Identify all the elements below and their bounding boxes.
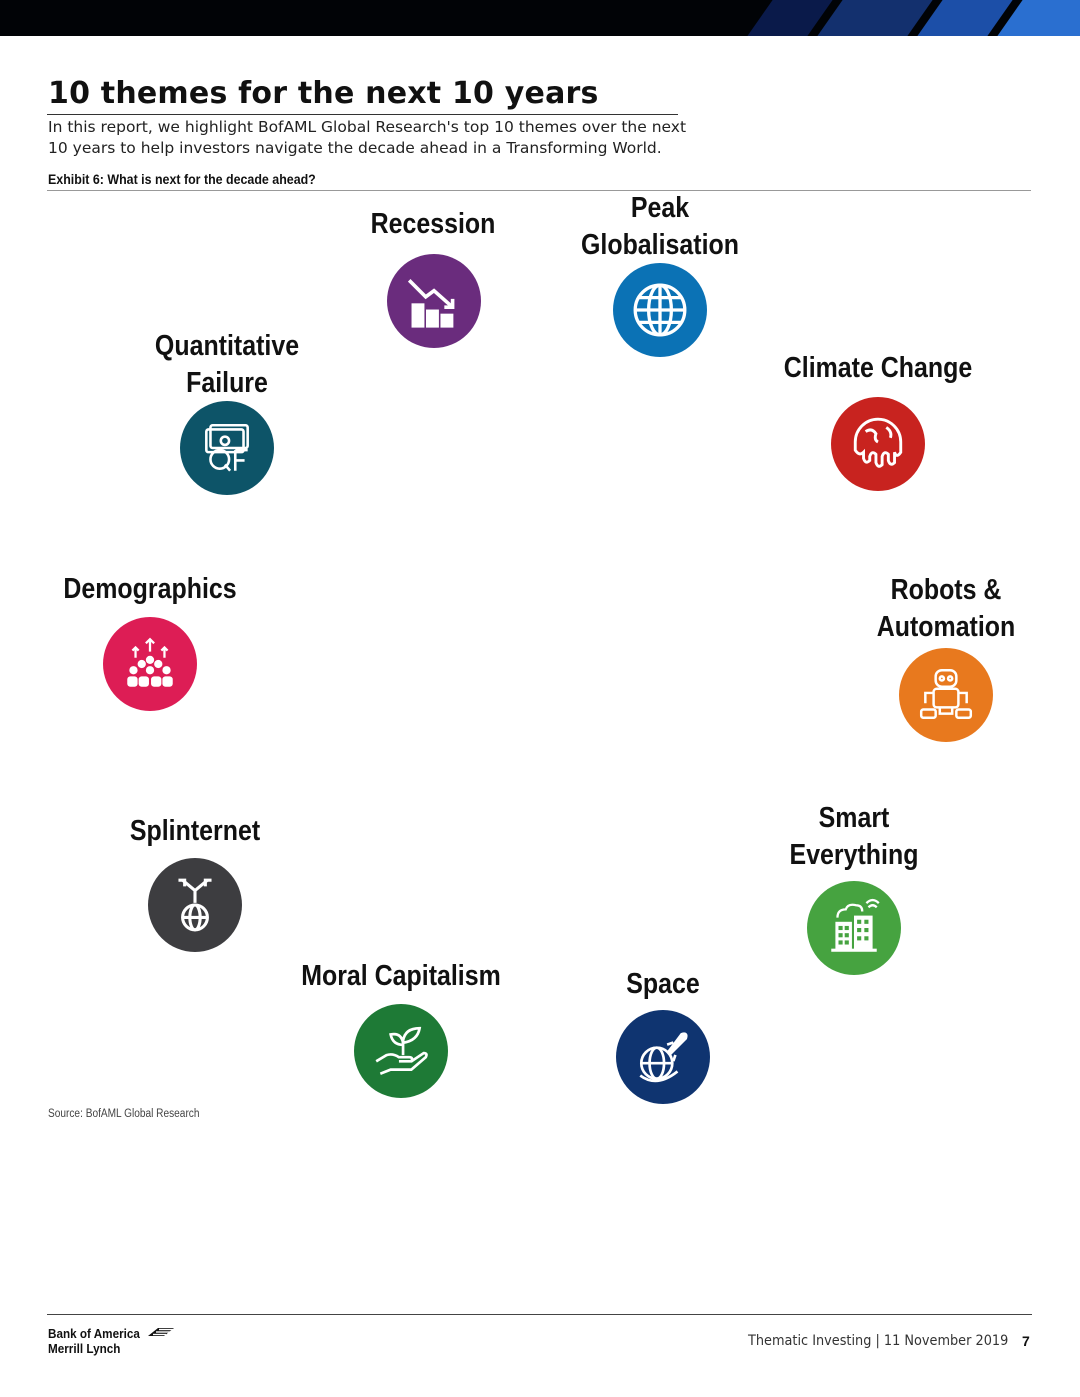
theme-label: Climate Change (783, 352, 973, 384)
theme-smart-everything: Smart Everything (744, 800, 964, 874)
crowd-icon (103, 617, 197, 711)
theme-label: Moral Capitalism (301, 960, 501, 992)
theme-demographics: Demographics (40, 571, 260, 608)
rocket-globe-icon (616, 1010, 710, 1104)
exhibit-divider (47, 190, 1031, 191)
globe-icon (613, 263, 707, 357)
theme-quantitative-failure: Quantitative Failure (117, 328, 337, 402)
footer-divider (47, 1314, 1032, 1315)
report-info: Thematic Investing | 11 November 2019 (748, 1333, 1009, 1349)
intro-paragraph: In this report, we highlight BofAML Glob… (48, 118, 687, 157)
logo-line-1: Bank of America (48, 1326, 140, 1341)
robot-icon (899, 648, 993, 742)
page-number: 7 (1022, 1333, 1030, 1349)
flag-logo-icon (148, 1328, 174, 1336)
theme-label: Peak Globalisation (581, 192, 739, 261)
exhibit-caption: Exhibit 6: What is next for the decade a… (48, 172, 316, 187)
theme-label: Recession (370, 208, 496, 240)
theme-climate-change: Climate Change (768, 350, 988, 387)
hand-plant-icon (354, 1004, 448, 1098)
splitting-globe-icon (148, 858, 242, 952)
theme-space: Space (553, 966, 773, 1003)
theme-moral-capitalism: Moral Capitalism (270, 958, 532, 995)
theme-peak-globalisation: Peak Globalisation (540, 190, 780, 264)
theme-label: Quantitative Failure (154, 330, 300, 399)
source-note: Source: BofAML Global Research (48, 1108, 200, 1120)
logo-line-2: Merrill Lynch (48, 1341, 121, 1356)
theme-recession: Recession (333, 206, 533, 243)
theme-label: Splinternet (129, 815, 261, 847)
bank-logo: Bank of America Merrill Lynch (48, 1326, 174, 1356)
theme-label: Smart Everything (789, 802, 919, 871)
melting-globe-icon (831, 397, 925, 491)
declining-bar-chart-icon (387, 254, 481, 348)
title-divider (47, 114, 678, 115)
theme-label: Space (626, 968, 700, 1000)
theme-label: Demographics (63, 573, 237, 605)
theme-label: Robots & Automation (876, 574, 1016, 643)
page-title: 10 themes for the next 10 years (48, 76, 599, 111)
smart-building-icon (807, 881, 901, 975)
theme-splinternet: Splinternet (85, 813, 305, 850)
top-banner (0, 0, 1080, 36)
theme-robots-automation: Robots & Automation (836, 572, 1056, 646)
qf-banknote-icon (180, 401, 274, 495)
